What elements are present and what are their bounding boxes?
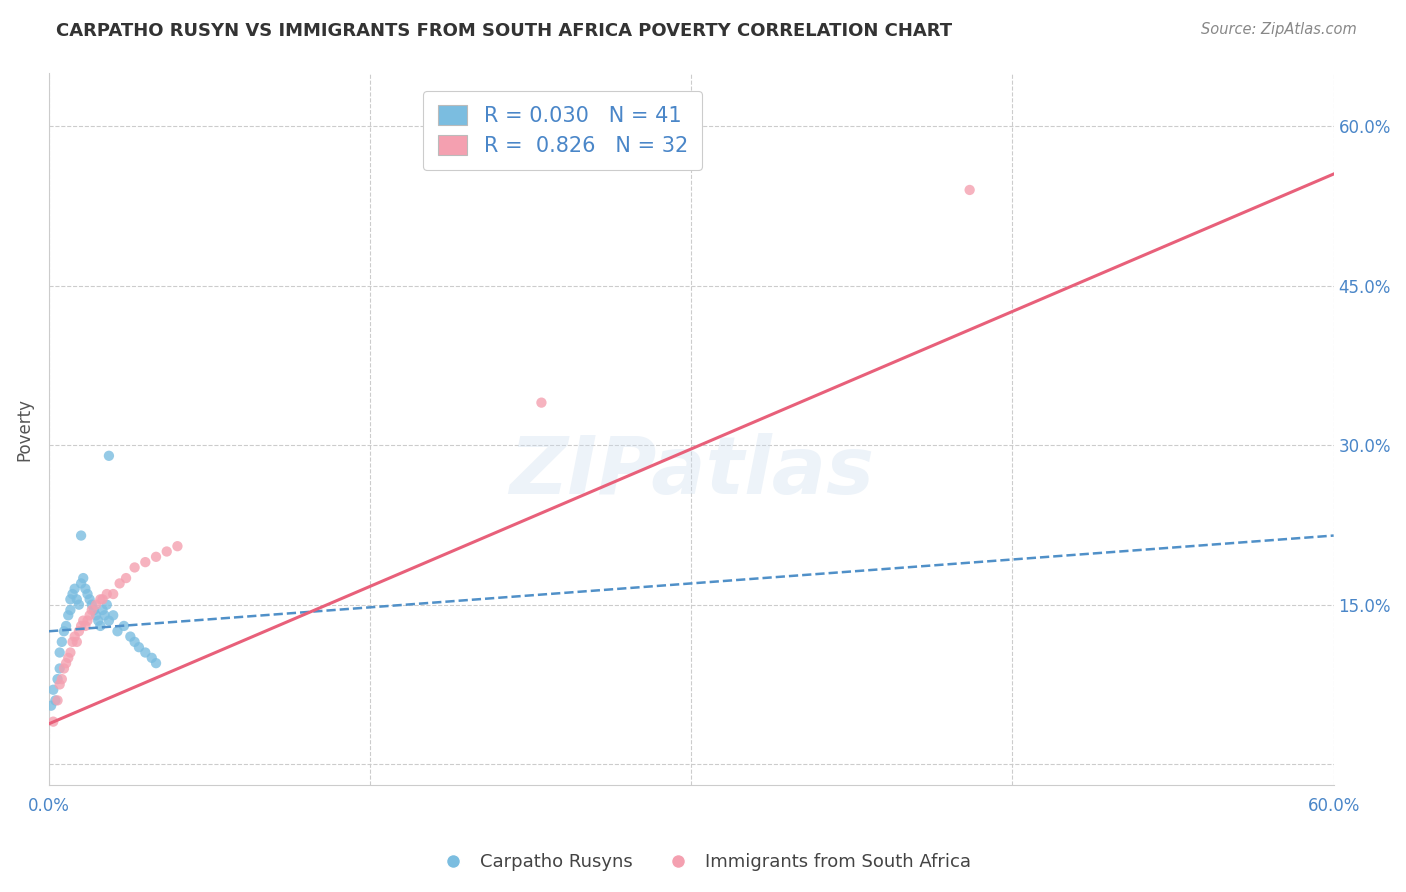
Point xyxy=(108,576,131,591)
Text: ZIPatlas: ZIPatlas xyxy=(509,433,873,511)
Point xyxy=(58,608,80,623)
Point xyxy=(63,630,86,644)
Point xyxy=(128,640,150,655)
Point xyxy=(67,624,90,639)
Point xyxy=(48,661,70,675)
Point xyxy=(62,635,84,649)
Point xyxy=(58,650,80,665)
Point xyxy=(70,619,93,633)
Point xyxy=(48,677,70,691)
Point xyxy=(42,682,65,697)
Point xyxy=(84,598,107,612)
Point xyxy=(42,714,65,729)
Point xyxy=(76,614,98,628)
Point xyxy=(67,598,90,612)
Point xyxy=(75,619,97,633)
Point xyxy=(103,587,125,601)
Point xyxy=(70,576,93,591)
Legend: R = 0.030   N = 41, R =  0.826   N = 32: R = 0.030 N = 41, R = 0.826 N = 32 xyxy=(423,90,703,170)
Point xyxy=(72,614,94,628)
Y-axis label: Poverty: Poverty xyxy=(15,398,32,460)
Point xyxy=(96,598,118,612)
Point xyxy=(91,592,114,607)
Point xyxy=(97,449,120,463)
Point xyxy=(134,555,156,569)
Point xyxy=(59,592,82,607)
Point xyxy=(107,624,129,639)
Point xyxy=(66,592,89,607)
Point xyxy=(46,672,69,686)
Point xyxy=(75,582,97,596)
Point xyxy=(62,587,84,601)
Point xyxy=(115,571,138,585)
Point xyxy=(156,544,179,558)
Point xyxy=(87,614,110,628)
Point xyxy=(79,592,101,607)
Point xyxy=(48,646,70,660)
Point xyxy=(84,608,107,623)
Point xyxy=(70,528,93,542)
Point xyxy=(959,183,981,197)
Point xyxy=(89,619,111,633)
Point xyxy=(166,539,188,553)
Point xyxy=(80,603,103,617)
Point xyxy=(55,656,77,670)
Point xyxy=(39,698,62,713)
Text: CARPATHO RUSYN VS IMMIGRANTS FROM SOUTH AFRICA POVERTY CORRELATION CHART: CARPATHO RUSYN VS IMMIGRANTS FROM SOUTH … xyxy=(56,22,952,40)
Point xyxy=(96,587,118,601)
Point xyxy=(46,693,69,707)
Point xyxy=(83,603,105,617)
Point xyxy=(97,614,120,628)
Point xyxy=(103,608,125,623)
Point xyxy=(80,598,103,612)
Point xyxy=(141,650,163,665)
Point xyxy=(59,646,82,660)
Point xyxy=(44,693,66,707)
Point xyxy=(51,672,73,686)
Point xyxy=(112,619,135,633)
Point xyxy=(145,549,167,564)
Point xyxy=(89,592,111,607)
Point xyxy=(79,608,101,623)
Legend: Carpatho Rusyns, Immigrants from South Africa: Carpatho Rusyns, Immigrants from South A… xyxy=(427,847,979,879)
Point xyxy=(145,656,167,670)
Point xyxy=(124,635,146,649)
Point xyxy=(55,619,77,633)
Point xyxy=(63,582,86,596)
Text: Source: ZipAtlas.com: Source: ZipAtlas.com xyxy=(1201,22,1357,37)
Point xyxy=(91,603,114,617)
Point xyxy=(52,624,75,639)
Point xyxy=(72,571,94,585)
Point xyxy=(76,587,98,601)
Point xyxy=(52,661,75,675)
Point xyxy=(134,646,156,660)
Point xyxy=(93,608,115,623)
Point xyxy=(66,635,89,649)
Point xyxy=(124,560,146,574)
Point xyxy=(51,635,73,649)
Point xyxy=(530,395,553,409)
Point xyxy=(120,630,142,644)
Point xyxy=(59,603,82,617)
